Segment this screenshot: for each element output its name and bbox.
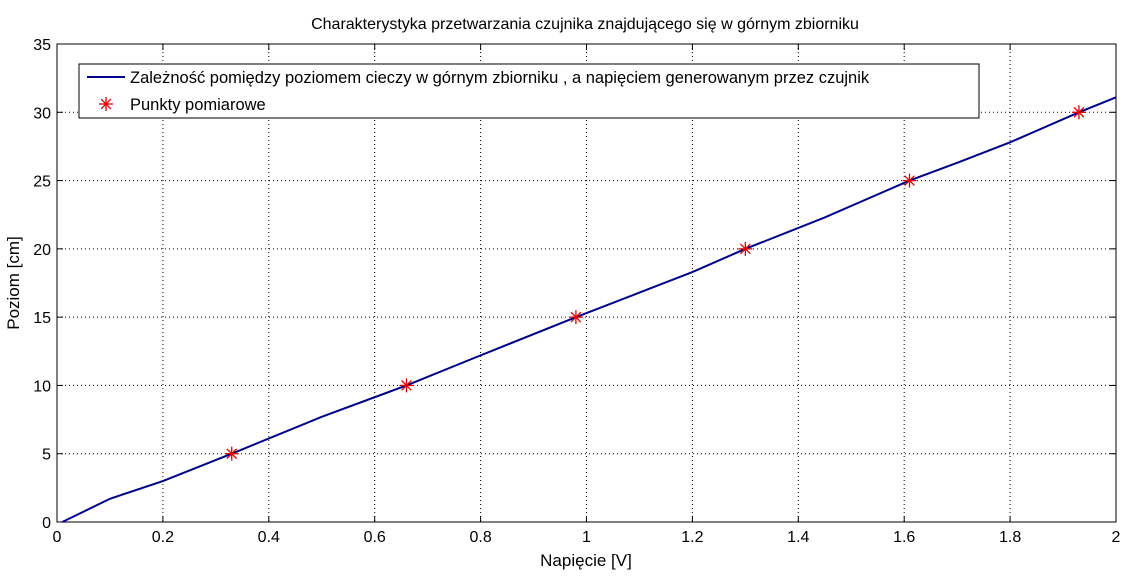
y-tick-label: 35 <box>33 37 51 54</box>
series-layer <box>61 96 1117 523</box>
data-point-marker <box>902 173 917 188</box>
data-point-marker <box>399 378 414 393</box>
x-tick-label: 0.6 <box>364 529 386 546</box>
x-tick-label: 0.4 <box>258 529 280 546</box>
legend-star-icon <box>99 97 113 111</box>
y-tick-label: 15 <box>33 310 51 327</box>
y-tick-label: 10 <box>33 378 51 395</box>
data-point-marker <box>224 446 239 461</box>
x-tick-label: 0.8 <box>469 529 491 546</box>
x-tick-label: 1 <box>582 529 591 546</box>
y-tick-label: 25 <box>33 174 51 191</box>
x-tick-label: 1.2 <box>681 529 703 546</box>
x-tick-label: 2 <box>1112 529 1121 546</box>
y-tick-label: 5 <box>42 447 51 464</box>
legend-label-points: Punkty pomiarowe <box>130 96 266 114</box>
legend-marker-swatch <box>99 97 113 111</box>
data-point-marker <box>1071 105 1086 120</box>
data-point-marker <box>568 310 583 325</box>
series-line <box>61 96 1117 523</box>
legend: Zależność pomiędzy poziomem cieczy w gór… <box>78 63 980 119</box>
chart-title: Charakterystyka przetwarzania czujnika z… <box>311 16 859 33</box>
legend-label-line: Zależność pomiędzy poziomem cieczy w gór… <box>130 69 870 87</box>
x-tick-label: 1.8 <box>999 529 1021 546</box>
y-tick-label: 0 <box>42 515 51 532</box>
legend-box <box>78 63 980 119</box>
x-tick-label: 1.4 <box>787 529 809 546</box>
x-tick-label: 0.2 <box>152 529 174 546</box>
y-tick-label: 20 <box>33 242 51 259</box>
x-tick-label: 0 <box>53 529 62 546</box>
data-point-marker <box>738 241 753 256</box>
x-axis: 0 0.2 0.4 0.6 0.8 1 1.2 1.4 1.6 1.8 2 <box>53 44 1121 546</box>
x-tick-label: 1.6 <box>893 529 915 546</box>
y-axis-label: Poziom [cm] <box>4 236 23 330</box>
y-axis: 0 5 10 15 20 25 30 35 <box>33 37 1116 532</box>
x-axis-label: Napięcie [V] <box>540 551 632 570</box>
y-tick-label: 30 <box>33 105 51 122</box>
